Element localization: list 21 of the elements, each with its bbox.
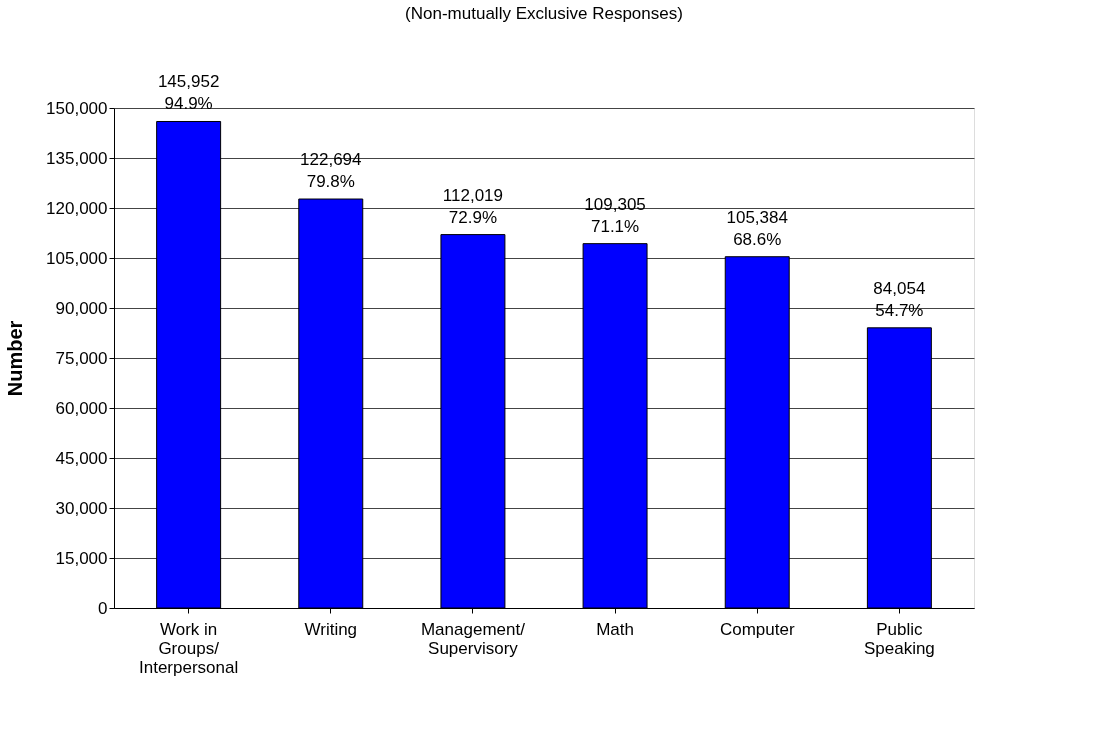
y-tick-label: 30,000 [55, 498, 108, 518]
y-tick-label: 15,000 [55, 548, 108, 568]
data-label: 112,019 72.9% [442, 185, 504, 227]
y-tick-label: 135,000 [46, 148, 108, 168]
x-tick-label: Work in Groups/ Interpersonal [139, 619, 239, 677]
x-tick-label: Computer [719, 619, 795, 639]
y-tick-label: 90,000 [55, 298, 108, 318]
y-tick-label: 0 [98, 598, 108, 618]
chart-title: (Non-mutually Exclusive Responses) [405, 4, 683, 24]
y-tick-label: 60,000 [55, 398, 108, 418]
y-tick-label: 150,000 [46, 98, 108, 118]
y-tick-label: 45,000 [55, 448, 108, 468]
y-tick-label: 75,000 [55, 348, 108, 368]
x-tick-label: Public Speaking [863, 619, 935, 658]
y-tick-label: 105,000 [46, 248, 108, 268]
x-tick-label: Writing [304, 619, 358, 639]
x-tick-label: Math [596, 619, 634, 639]
x-tick-label: Management/ Supervisory [420, 619, 526, 658]
data-label: 105,384 68.6% [726, 207, 788, 249]
y-axis-title: Number [4, 320, 27, 397]
y-tick-label: 120,000 [46, 198, 108, 218]
